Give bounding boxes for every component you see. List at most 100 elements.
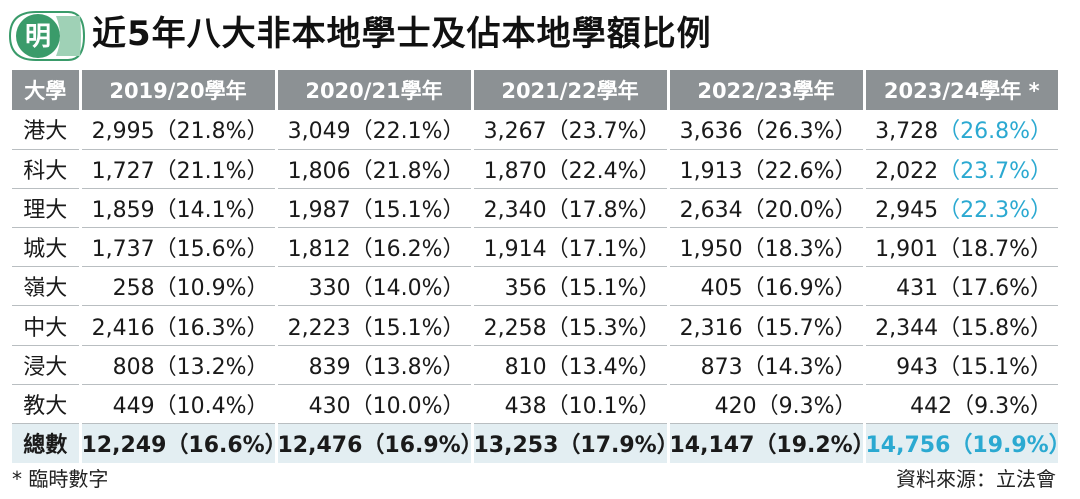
table-cell: 442（9.3%） xyxy=(864,384,1058,425)
percentage: （21.8%） xyxy=(154,119,269,145)
student-count: 438 xyxy=(504,393,547,419)
percentage: （21.8%） xyxy=(350,158,465,184)
percentage: （16.3%） xyxy=(154,315,269,341)
percentage: （26.3%） xyxy=(742,119,857,145)
student-count: 420 xyxy=(714,393,757,419)
table-cell: 3,728（26.8%） xyxy=(864,110,1058,150)
student-count: 1,987 xyxy=(287,197,351,223)
table-cell: 1,987（15.1%） xyxy=(276,188,474,229)
university-name: 教大 xyxy=(12,384,82,425)
student-count: 1,914 xyxy=(483,237,547,263)
percentage: （13.2%） xyxy=(154,354,269,380)
student-count: 808 xyxy=(112,354,155,380)
table-cell: 330（14.0%） xyxy=(276,266,474,307)
table-cell: 3,267（23.7%） xyxy=(472,110,670,150)
table-cell: 2,416（16.3%） xyxy=(80,305,278,346)
student-count: 2,340 xyxy=(483,197,547,223)
table-cell: 873（14.3%） xyxy=(668,345,866,385)
student-count: 2,258 xyxy=(483,315,547,341)
student-count: 2,416 xyxy=(91,315,155,341)
student-count: 839 xyxy=(308,354,351,380)
university-name: 理大 xyxy=(12,188,82,229)
table-cell: 3,636（26.3%） xyxy=(668,110,866,150)
student-count: 2,634 xyxy=(679,197,743,223)
student-count: 1,806 xyxy=(287,158,351,184)
university-name: 嶺大 xyxy=(12,266,82,307)
percentage: （16.9%） xyxy=(362,433,483,459)
student-count: 449 xyxy=(112,393,155,419)
table-cell: 14,756（19.9%） xyxy=(864,423,1071,463)
table-cell: 3,049（22.1%） xyxy=(276,110,474,150)
table-cell: 2,340（17.8%） xyxy=(472,188,670,229)
column-header: 2023/24學年 * xyxy=(864,70,1058,110)
student-count: 1,727 xyxy=(91,158,155,184)
student-count: 1,901 xyxy=(875,237,939,263)
table-cell: 1,806（21.8%） xyxy=(276,149,474,189)
university-name: 浸大 xyxy=(12,345,82,385)
percentage: （13.4%） xyxy=(546,354,661,380)
student-count: 1,913 xyxy=(679,158,743,184)
student-count: 2,344 xyxy=(875,315,939,341)
percentage: （15.1%） xyxy=(350,315,465,341)
percentage: （18.3%） xyxy=(742,237,857,263)
table-cell: 810（13.4%） xyxy=(472,345,670,385)
table-cell: 14,147（19.2%） xyxy=(668,423,875,463)
percentage: （19.2%） xyxy=(754,433,875,459)
percentage: （15.3%） xyxy=(546,315,661,341)
table-row: 中大 2,416（16.3%） 2,223（15.1%） 2,258（15.3%） 2,… xyxy=(12,305,1058,346)
student-count: 943 xyxy=(896,354,939,380)
percentage: （20.0%） xyxy=(742,197,857,223)
student-count: 12,249 xyxy=(81,433,167,459)
percentage: （23.7%） xyxy=(938,158,1052,184)
student-count: 258 xyxy=(112,276,155,302)
percentage: （17.1%） xyxy=(546,237,661,263)
percentage: （15.1%） xyxy=(546,276,661,302)
percentage: （22.1%） xyxy=(350,119,465,145)
title-row: 明 近5年八大非本地學士及佔本地學額比例 xyxy=(0,0,1080,66)
newspaper-logo: 明 xyxy=(6,10,86,62)
table-row: 嶺大 258（10.9%） 330（14.0%） 356（15.1%） 405（16.9… xyxy=(12,266,1058,307)
student-count: 405 xyxy=(700,276,743,302)
percentage: （10.0%） xyxy=(350,393,465,419)
student-count: 442 xyxy=(910,393,953,419)
student-count: 2,022 xyxy=(875,158,939,184)
table-header-row: 大學 2019/20學年 2020/21學年 2021/22學年 2022/23… xyxy=(12,70,1058,110)
table-cell: 943（15.1%） xyxy=(864,345,1058,385)
percentage: （21.1%） xyxy=(154,158,269,184)
student-count: 14,147 xyxy=(669,433,755,459)
student-count: 810 xyxy=(504,354,547,380)
percentage: （9.3%） xyxy=(756,393,857,419)
student-count: 1,950 xyxy=(679,237,743,263)
provisional-note: * 臨時數字 xyxy=(12,467,109,491)
column-header: 2022/23學年 xyxy=(668,70,866,110)
percentage: （16.9%） xyxy=(742,276,857,302)
percentage: （10.1%） xyxy=(546,393,661,419)
student-count: 14,756 xyxy=(865,433,951,459)
source-credit: 資料來源：立法會 xyxy=(896,467,1056,491)
student-count: 873 xyxy=(700,354,743,380)
percentage: （17.9%） xyxy=(558,433,679,459)
table-row: 理大 1,859（14.1%） 1,987（15.1%） 2,340（17.8%） 2,… xyxy=(12,188,1058,229)
table-cell: 430（10.0%） xyxy=(276,384,474,425)
percentage: （23.7%） xyxy=(546,119,661,145)
percentage: （15.8%） xyxy=(938,315,1052,341)
percentage: （26.8%） xyxy=(938,119,1052,145)
column-header: 2019/20學年 xyxy=(80,70,278,110)
student-count: 3,267 xyxy=(483,119,547,145)
logo-glyph: 明 xyxy=(25,22,51,52)
table-cell: 1,859（14.1%） xyxy=(80,188,278,229)
percentage: （16.2%） xyxy=(350,237,465,263)
percentage: （13.8%） xyxy=(350,354,465,380)
table-row: 教大 449（10.4%） 430（10.0%） 438（10.1%） 420（9.3%… xyxy=(12,384,1058,425)
table-row: 浸大 808（13.2%） 839（13.8%） 810（13.4%） 873（14.3… xyxy=(12,345,1058,385)
percentage: （22.3%） xyxy=(938,197,1052,223)
table-body: 港大 2,995（21.8%） 3,049（22.1%） 3,267（23.7%） 3,… xyxy=(12,110,1071,463)
table-cell: 420（9.3%） xyxy=(668,384,866,425)
table-cell: 1,914（17.1%） xyxy=(472,227,670,268)
table-cell: 1,870（22.4%） xyxy=(472,149,670,189)
page-title: 近5年八大非本地學士及佔本地學額比例 xyxy=(92,14,712,54)
percentage: （10.9%） xyxy=(154,276,269,302)
percentage: （19.9%） xyxy=(950,433,1071,459)
student-count: 13,253 xyxy=(473,433,559,459)
percentage: （15.1%） xyxy=(350,197,465,223)
